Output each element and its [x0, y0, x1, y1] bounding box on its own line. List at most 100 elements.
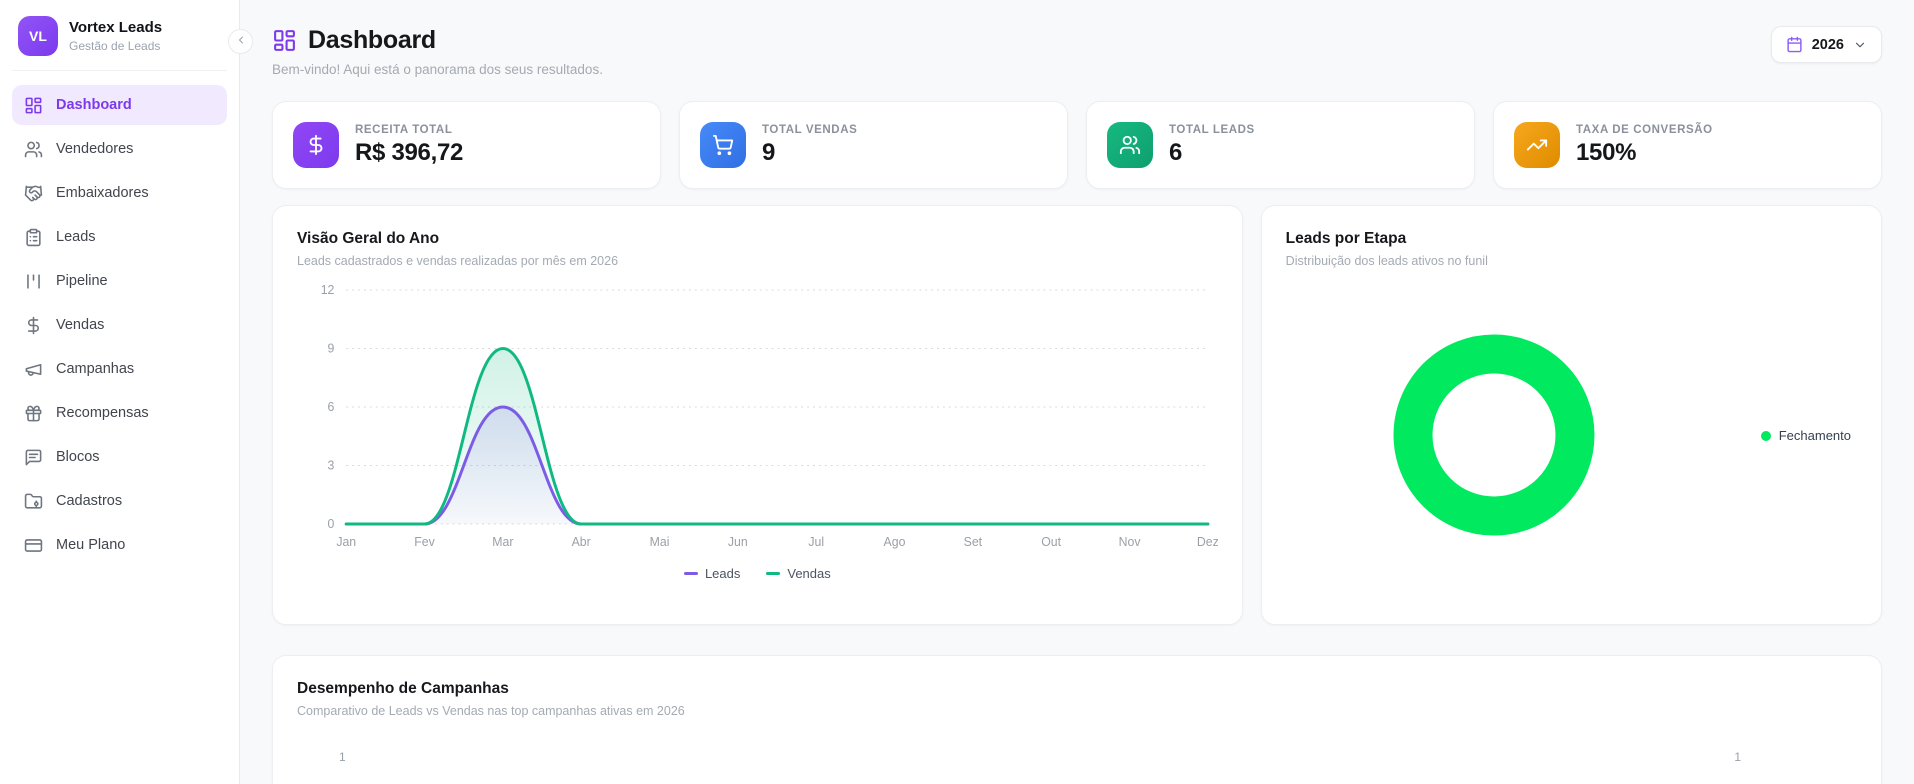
app-tagline: Gestão de Leads	[69, 39, 162, 53]
sidebar-item-label: Blocos	[56, 449, 100, 465]
sidebar-item-label: Vendas	[56, 317, 104, 333]
stat-card-1: TOTAL VENDAS 9	[679, 101, 1068, 189]
sidebar-item-pipeline[interactable]: Pipeline	[12, 261, 227, 301]
svg-text:Nov: Nov	[1119, 535, 1142, 549]
page-subtitle: Bem-vindo! Aqui está o panorama dos seus…	[272, 62, 603, 77]
year-overview-chart: 129630JanFevMarAbrMaiJunJulAgoSetOutNovD…	[297, 276, 1218, 558]
year-overview-title: Visão Geral do Ano	[297, 230, 1218, 248]
dollar-icon	[293, 122, 339, 168]
sidebar-item-label: Leads	[56, 229, 96, 245]
sidebar-item-label: Cadastros	[56, 493, 122, 509]
svg-text:9: 9	[328, 341, 335, 355]
dollar-icon	[24, 316, 43, 335]
legend-dash	[766, 572, 780, 576]
clipboard-icon	[24, 228, 43, 247]
stat-card-2: TOTAL LEADS 6	[1086, 101, 1475, 189]
sidebar-item-meu-plano[interactable]: Meu Plano	[12, 525, 227, 565]
svg-text:Jun: Jun	[728, 535, 748, 549]
sidebar-item-label: Vendedores	[56, 141, 133, 157]
sidebar-item-label: Dashboard	[56, 97, 132, 113]
chevron-left-icon	[235, 33, 247, 51]
users-icon	[24, 140, 43, 159]
year-overview-card: Visão Geral do Ano Leads cadastrados e v…	[272, 205, 1243, 625]
legend-item-vendas: Vendas	[766, 566, 830, 581]
leads-by-stage-donut-chart	[1393, 334, 1595, 536]
sidebar-item-vendedores[interactable]: Vendedores	[12, 129, 227, 169]
svg-text:Jan: Jan	[336, 535, 356, 549]
year-overview-subtitle: Leads cadastrados e vendas realizadas po…	[297, 254, 1218, 268]
sidebar-item-recompensas[interactable]: Recompensas	[12, 393, 227, 433]
page-title: Dashboard	[308, 26, 436, 55]
stat-card-3: TAXA DE CONVERSÃO 150%	[1493, 101, 1882, 189]
legend-label: Leads	[705, 566, 740, 581]
stat-label: TOTAL LEADS	[1169, 124, 1255, 136]
svg-text:Dez: Dez	[1197, 535, 1218, 549]
stat-value: 150%	[1576, 139, 1713, 167]
axis-tick: 1	[339, 750, 346, 764]
gift-icon	[24, 404, 43, 423]
stat-label: RECEITA TOTAL	[355, 124, 463, 136]
note-icon	[24, 448, 43, 467]
legend-label: Vendas	[787, 566, 830, 581]
calendar-icon	[1786, 36, 1803, 53]
handshake-icon	[24, 184, 43, 203]
svg-text:Ago: Ago	[884, 535, 906, 549]
charts-row: Visão Geral do Ano Leads cadastrados e v…	[272, 205, 1882, 625]
sidebar-item-label: Recompensas	[56, 405, 149, 421]
legend-item-leads: Leads	[684, 566, 740, 581]
year-selector-value: 2026	[1812, 37, 1844, 53]
svg-text:Abr: Abr	[572, 535, 591, 549]
app-logo: VL	[18, 16, 58, 56]
sidebar-item-label: Embaixadores	[56, 185, 149, 201]
leads-by-stage-subtitle: Distribuição dos leads ativos no funil	[1286, 254, 1857, 268]
svg-text:Out: Out	[1041, 535, 1061, 549]
svg-text:Fev: Fev	[414, 535, 435, 549]
chevron-down-icon	[1853, 38, 1867, 52]
sidebar-item-label: Campanhas	[56, 361, 134, 377]
sidebar-item-campanhas[interactable]: Campanhas	[12, 349, 227, 389]
sidebar-item-vendas[interactable]: Vendas	[12, 305, 227, 345]
legend-dot	[1761, 431, 1771, 441]
year-overview-legend: Leads Vendas	[297, 566, 1218, 581]
sidebar-item-label: Pipeline	[56, 273, 108, 289]
dashboard-icon	[24, 96, 43, 115]
svg-text:Mai: Mai	[650, 535, 670, 549]
legend-label: Fechamento	[1779, 428, 1851, 443]
sidebar-item-blocos[interactable]: Blocos	[12, 437, 227, 477]
stat-label: TAXA DE CONVERSÃO	[1576, 124, 1713, 136]
megaphone-icon	[24, 360, 43, 379]
trending-up-icon	[1514, 122, 1560, 168]
year-selector[interactable]: 2026	[1771, 26, 1882, 63]
stat-value: 6	[1169, 139, 1255, 167]
sidebar-collapse-button[interactable]	[228, 29, 253, 54]
stat-label: TOTAL VENDAS	[762, 124, 857, 136]
stat-value: 9	[762, 139, 857, 167]
svg-text:Jul: Jul	[808, 535, 824, 549]
svg-text:3: 3	[328, 458, 335, 472]
campaign-performance-title: Desempenho de Campanhas	[297, 680, 1857, 698]
axis-tick: 1	[1734, 750, 1741, 764]
campaign-performance-subtitle: Comparativo de Leads vs Vendas nas top c…	[297, 704, 1857, 718]
sidebar-nav: Dashboard Vendedores Embaixadores Leads Pipe…	[12, 85, 227, 565]
app-logo-row: VL Vortex Leads Gestão de Leads	[12, 14, 227, 71]
svg-text:12: 12	[321, 283, 335, 297]
sidebar-item-embaixadores[interactable]: Embaixadores	[12, 173, 227, 213]
stat-card-0: RECEITA TOTAL R$ 396,72	[272, 101, 661, 189]
stats-row: RECEITA TOTALR$ 396,72TOTAL VENDAS9TOTAL…	[272, 101, 1882, 189]
sidebar-item-leads[interactable]: Leads	[12, 217, 227, 257]
svg-text:Set: Set	[964, 535, 983, 549]
leads-by-stage-card: Leads por Etapa Distribuição dos leads a…	[1261, 205, 1882, 625]
sidebar: VL Vortex Leads Gestão de Leads Dashboar…	[0, 0, 240, 784]
sidebar-item-dashboard[interactable]: Dashboard	[12, 85, 227, 125]
legend-dash	[684, 572, 698, 576]
app-name: Vortex Leads	[69, 19, 162, 38]
svg-text:Mar: Mar	[492, 535, 513, 549]
leads-by-stage-legend: Fechamento	[1761, 428, 1851, 443]
svg-text:0: 0	[328, 517, 335, 531]
dashboard-icon	[272, 28, 297, 53]
stat-value: R$ 396,72	[355, 139, 463, 167]
sidebar-item-cadastros[interactable]: Cadastros	[12, 481, 227, 521]
users-icon	[1107, 122, 1153, 168]
main-content: Dashboard Bem-vindo! Aqui está o panoram…	[240, 0, 1914, 784]
folder-gear-icon	[24, 492, 43, 511]
